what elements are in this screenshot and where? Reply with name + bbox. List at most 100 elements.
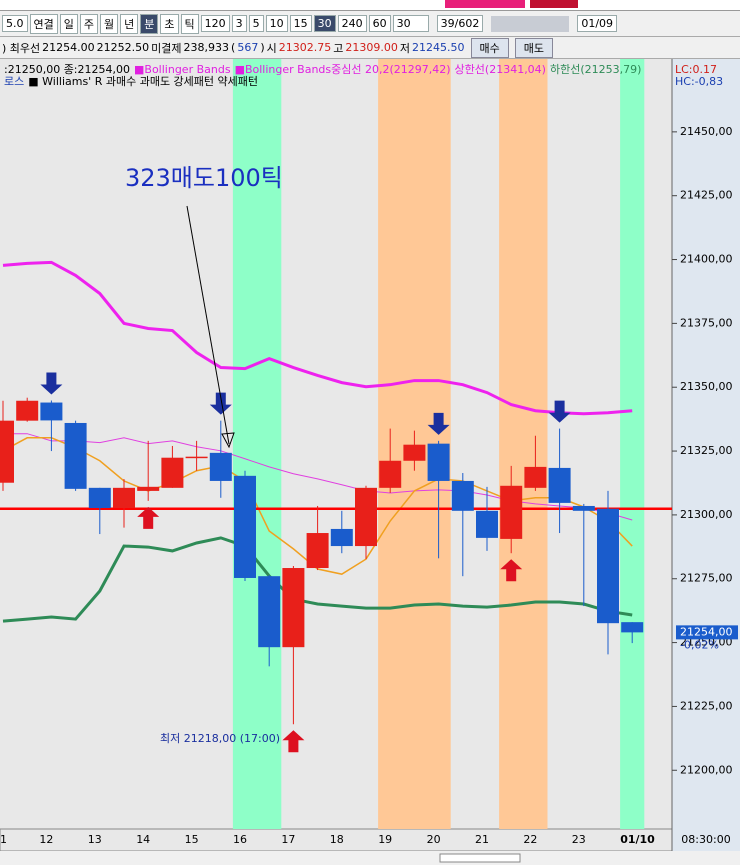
- info-text: 21254.00: [42, 41, 95, 54]
- plot-background: [0, 59, 672, 829]
- info-text: 21309.00: [345, 41, 398, 54]
- icon-group[interactable]: [491, 15, 570, 32]
- order-button[interactable]: [445, 0, 525, 8]
- toolbar-button[interactable]: 일: [59, 13, 78, 34]
- candle-body: [379, 460, 402, 488]
- title-strip: [0, 0, 740, 11]
- pattern-band: [499, 59, 548, 829]
- candle-body: [40, 402, 63, 421]
- signal-arrow: [500, 559, 523, 582]
- x-tick-label: 12: [39, 833, 53, 846]
- info-text: ) 최우선: [2, 41, 41, 55]
- annotation-arrowhead: [221, 432, 235, 449]
- dropdown[interactable]: 30: [392, 15, 429, 32]
- y-tick-label: 21375,00: [680, 316, 733, 329]
- info-text: 21252.50: [96, 41, 150, 54]
- indicator-line: [2, 260, 633, 416]
- toolbar-button[interactable]: 년: [120, 13, 139, 34]
- chart: 323매도100틱 최저 21218,00 (17:00) 08:30:00 :…: [0, 59, 740, 865]
- candle-body: [306, 533, 329, 569]
- toolbar-button[interactable]: 틱: [180, 13, 199, 34]
- toolbar: 5.0 연결 일 주 월 년 분 초 틱 120 3 5 10 15 30 240 60 30 39/602 01/0…: [0, 11, 740, 37]
- candle-body: [330, 528, 353, 547]
- toolbar-button[interactable]: 240: [337, 15, 367, 32]
- toolbar-button[interactable]: 3: [231, 15, 247, 32]
- signal-arrow: [548, 400, 571, 423]
- x-tick-label: 14: [136, 833, 150, 846]
- x-tick-label: 22: [523, 833, 537, 846]
- candle-body: [451, 480, 474, 511]
- last-price-change: -0,02%: [680, 638, 719, 651]
- candle-body: [524, 466, 547, 488]
- signal-arrow: [209, 392, 232, 415]
- last-price-box: [676, 625, 738, 640]
- legend-entry: ■Bollinger Bands중심선 20,2(21297,42): [235, 63, 451, 76]
- info-text: 567: [237, 41, 259, 54]
- pattern-band: [620, 59, 645, 829]
- pattern-band: [232, 59, 282, 829]
- trade-button[interactable]: 매수: [470, 37, 509, 58]
- candle-body: [209, 452, 232, 481]
- candle-body: [64, 422, 87, 489]
- legend-entry: 로스: [4, 75, 24, 88]
- info-bar: ) 최우선 21254.00 21252.50 미결제 238,933(567) 시 213…: [0, 37, 740, 59]
- signal-arrow: [137, 506, 160, 529]
- x-tick-label: 01/10: [620, 833, 655, 846]
- annotation: 최저 21218,00 (17:00): [160, 732, 280, 745]
- x-tick-label: 21: [475, 833, 489, 846]
- live-button[interactable]: [530, 0, 578, 8]
- toolbar-button[interactable]: 주: [79, 13, 98, 34]
- scroll-thumb[interactable]: [439, 853, 521, 863]
- y-tick-label: 21225,00: [680, 699, 733, 712]
- x-tick-label: 15: [185, 833, 199, 846]
- last-price-label: 21254,00: [680, 625, 733, 638]
- date-field[interactable]: 01/09: [577, 15, 618, 32]
- toolbar-button[interactable]: 5.0: [2, 15, 28, 32]
- counter: 39/602: [436, 15, 484, 32]
- toolbar-button[interactable]: 120: [200, 15, 230, 32]
- candle-body: [113, 487, 135, 509]
- toolbar-button[interactable]: 월: [100, 13, 119, 34]
- y-tick-label: 21350,00: [680, 380, 733, 393]
- candle-body: [282, 568, 305, 648]
- candle-body: [258, 576, 281, 648]
- indicator-line: [2, 536, 633, 623]
- scrollbar[interactable]: [0, 851, 740, 865]
- x-tick-label: 16: [233, 833, 247, 846]
- info-text: (: [231, 41, 236, 54]
- info-text: 21245.50: [412, 41, 465, 54]
- indicator-line: [3, 433, 633, 521]
- toolbar-button[interactable]: 5: [248, 15, 264, 32]
- x-tick-label: 17: [281, 833, 295, 846]
- info-text: 238,933: [183, 41, 230, 54]
- info-text: 고: [333, 41, 344, 55]
- x-tick-label: 20: [427, 833, 441, 846]
- toolbar-button[interactable]: 15: [289, 15, 312, 32]
- candle-body: [88, 487, 111, 509]
- y-tick-label: 21275,00: [680, 572, 733, 585]
- candle-body: [476, 510, 498, 538]
- y-tick-label: 21200,00: [680, 763, 733, 776]
- toolbar-button[interactable]: 연결: [29, 13, 58, 34]
- legend-entry: 하한선(21253,79): [550, 62, 641, 76]
- toolbar-button[interactable]: 초: [160, 13, 179, 34]
- candle-body: [0, 420, 14, 483]
- legend-line-1: :21250,00 종:21254,00 ■Bollinger Bands ■Bol…: [4, 62, 641, 76]
- signal-arrow: [282, 730, 305, 753]
- signal-arrow: [427, 412, 450, 435]
- toolbar-button[interactable]: 30: [313, 15, 336, 32]
- trade-button[interactable]: 매도: [514, 37, 553, 58]
- x-tick-label: 13: [88, 833, 102, 846]
- candle-body: [500, 485, 523, 539]
- candle-body: [185, 456, 208, 459]
- x-tick-label: 23: [572, 833, 586, 846]
- toolbar-button[interactable]: 분: [140, 13, 159, 34]
- y-tick-label: 21400,00: [680, 253, 733, 266]
- legend-entry: ■ Williams' R 과매수 과매도 강세패턴 약세패턴: [28, 74, 258, 88]
- toolbar-button[interactable]: 10: [265, 15, 288, 32]
- toolbar-button[interactable]: 60: [368, 15, 391, 32]
- signal-arrow: [40, 372, 63, 395]
- candle-body: [234, 475, 256, 578]
- legend-line-2: 로스 ■ Williams' R 과매수 과매도 강세패턴 약세패턴: [4, 74, 258, 88]
- time-label: 08:30:00: [681, 833, 730, 846]
